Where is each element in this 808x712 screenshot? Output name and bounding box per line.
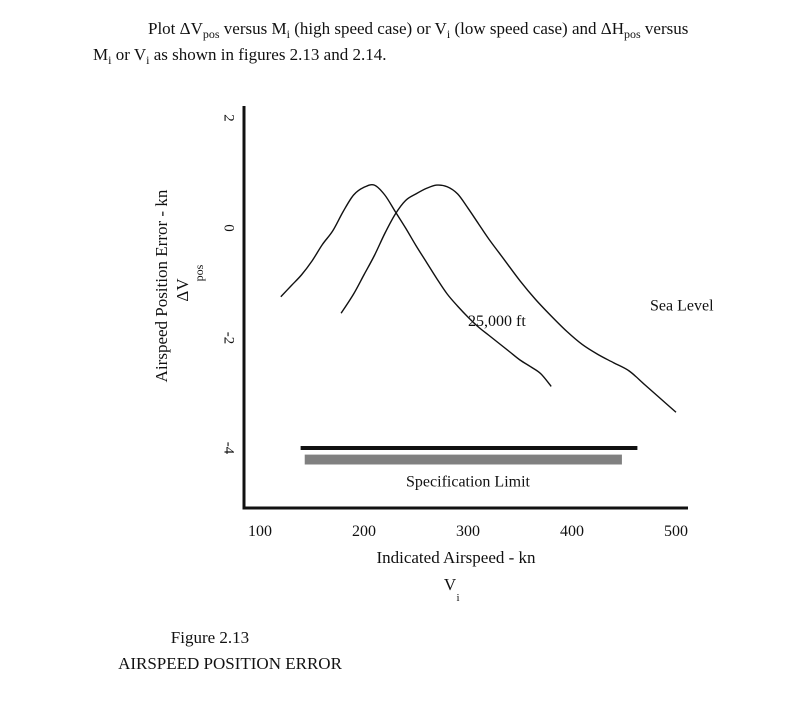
intro-subscript: pos	[202, 27, 220, 41]
y-axis-label: Airspeed Position Error - kn	[152, 189, 171, 382]
intro-text: (high speed case) or V	[289, 19, 447, 38]
x-tick-label: 300	[456, 523, 480, 540]
intro-text: or V	[111, 45, 147, 64]
intro-subscript: i	[108, 53, 112, 67]
intro-text: as shown in figures 2.13 and 2.14.	[149, 45, 387, 64]
y-axis-symbol: ΔV	[173, 278, 192, 302]
intro-subscript: pos	[623, 27, 641, 41]
specification-limit-label: Specification Limit	[406, 474, 531, 491]
intro-text: (low speed case) and ΔH	[450, 19, 624, 38]
x-tick-label: 400	[560, 523, 584, 540]
intro-text: M	[93, 45, 109, 64]
x-tick-label: 200	[352, 523, 376, 540]
intro-line-1: Plot ΔVpos versus Mi (high speed case) o…	[148, 16, 688, 42]
intro-line-2: Mi or Vi as shown in figures 2.13 and 2.…	[93, 42, 386, 68]
specification-limit	[300, 446, 638, 465]
x-axis-symbol-subscript: i	[456, 592, 459, 604]
x-tick-label: 500	[664, 523, 688, 540]
intro-subscript: i	[446, 27, 451, 41]
series-line-sea-level	[340, 184, 677, 413]
x-tick-label: 100	[248, 523, 272, 540]
y-tick-label: 2	[221, 114, 237, 122]
y-tick-label: -4	[221, 442, 237, 455]
specification-limit-band	[304, 454, 622, 465]
axes	[242, 106, 688, 510]
intro-subscript: i	[286, 27, 290, 41]
y-axis-symbol-subscript: pos	[192, 264, 206, 281]
intro-text: versus	[640, 19, 689, 38]
sea-level-label: Sea Level	[650, 298, 714, 315]
y-tick-label: 0	[221, 224, 237, 232]
figure-number: Figure 2.13	[170, 628, 250, 647]
axis-labels: Indicated Airspeed - kn Vi Airspeed Positi…	[152, 189, 536, 604]
annotations: Sea Level 25,000 ft Specification Limit	[406, 298, 714, 491]
tick-labels: 100 200 300 400 500 2 0 -2 -4	[221, 114, 688, 540]
altitude-25000-label: 25,000 ft	[468, 313, 526, 330]
series-line-25000-ft	[280, 183, 552, 387]
series-lines	[280, 183, 677, 413]
intro-subscript: i	[146, 53, 150, 67]
figure-title: AIRSPEED POSITION ERROR	[118, 654, 342, 673]
x-axis-symbol: V	[444, 575, 457, 594]
x-axis-label: Indicated Airspeed - kn	[376, 548, 536, 567]
y-tick-label: -2	[221, 332, 237, 345]
intro-text: Plot ΔV	[148, 19, 203, 38]
intro-text: versus M	[219, 19, 287, 38]
